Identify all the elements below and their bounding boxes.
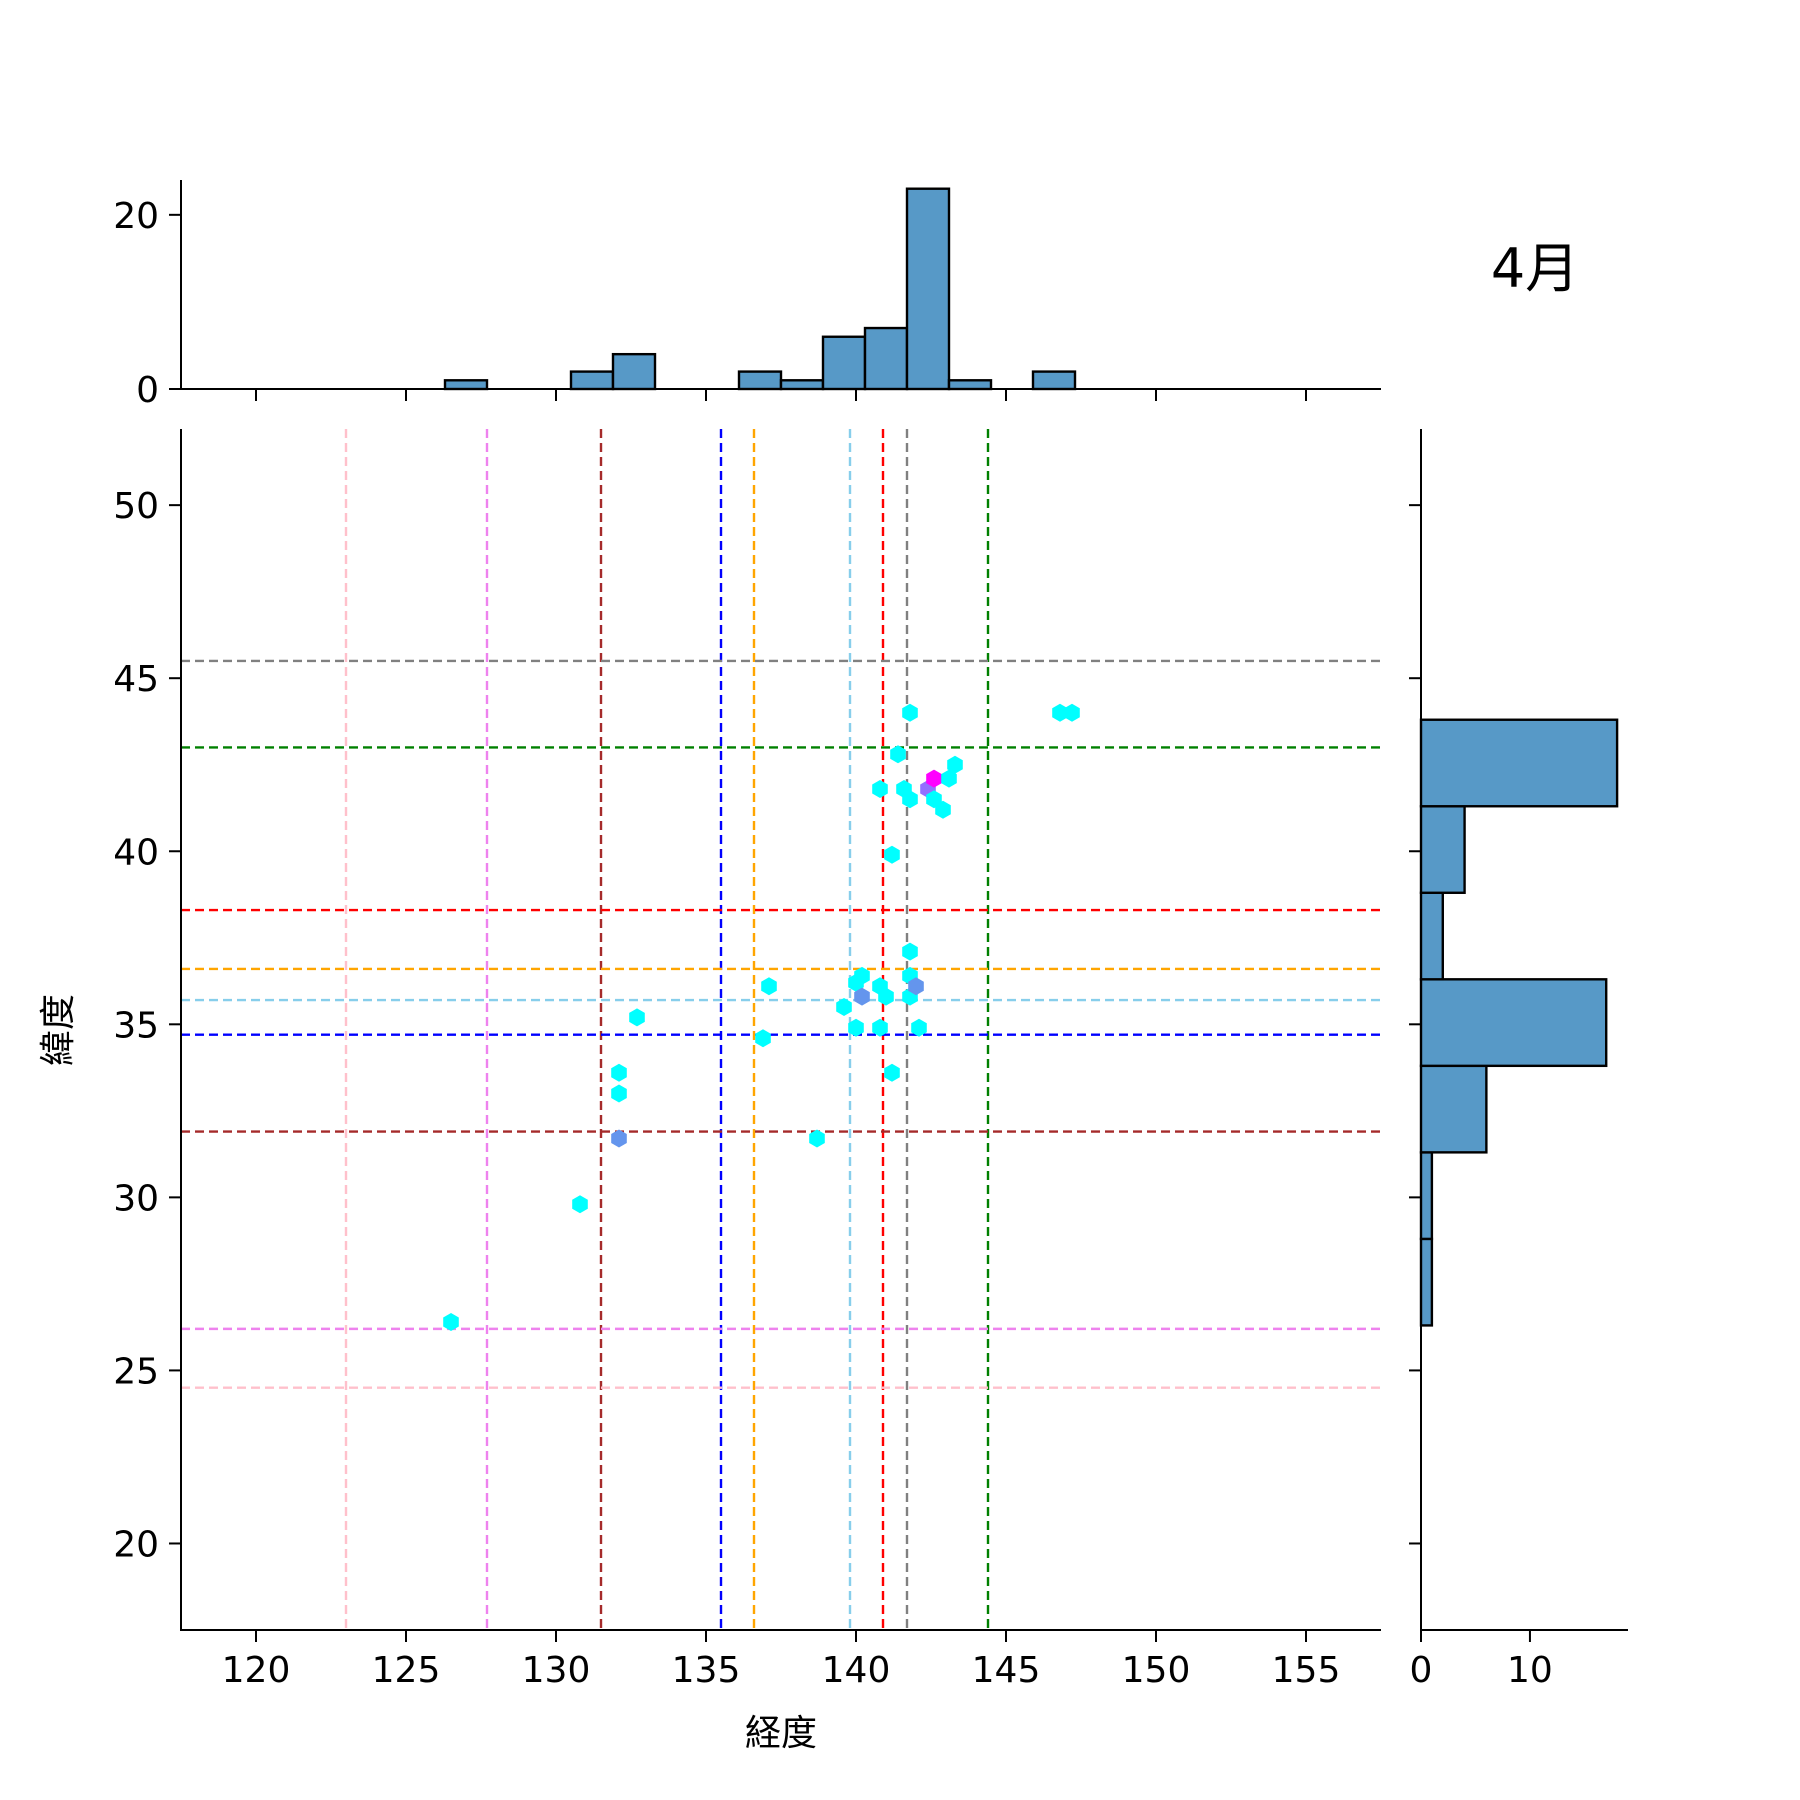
scatter-point [872,780,888,798]
scatter-point [911,1018,927,1037]
scatter-point [884,1063,900,1082]
y-tick-label: 45 [113,659,159,700]
scatter-point [572,1195,588,1214]
vertical-reference-lines [344,429,990,1630]
scatter-point [761,977,777,996]
x-tick-label: 155 [1272,1650,1341,1691]
scatter-point [836,998,852,1016]
x-tick-label: 125 [372,1650,441,1691]
top-histogram-bar [1031,370,1077,391]
scatter-point [902,790,918,809]
right-histogram-bar [1419,1151,1434,1241]
right-histogram-bar [1419,978,1608,1068]
scatter-point [443,1313,459,1331]
scatter-point [848,1018,864,1037]
scatter-points [443,703,1080,1331]
right-histogram-x-tick-label: 10 [1507,1650,1553,1691]
top-histogram-y-tick-label: 0 [136,370,159,411]
scatter-point [629,1008,645,1027]
scatter-point [884,845,900,864]
scatter-point [1064,703,1080,722]
main-x-axis: 120 125 130 135 140 145 150 155 [222,1630,1341,1691]
chart-title: 4月 [1491,237,1579,300]
top-histogram-bar [737,370,783,391]
right-histogram-x-tick-label: 0 [1410,1650,1433,1691]
top-histogram-bar [905,187,951,391]
right-histogram-bar [1419,1064,1488,1154]
x-tick-label: 120 [222,1650,291,1691]
scatter-point [854,987,870,1006]
scatter-point [902,703,918,722]
scatter-point [935,800,951,819]
scatter-point [1052,703,1068,722]
y-tick-label: 40 [113,832,159,873]
top-histogram-spines [180,180,1381,390]
top-histogram-x-ticks [255,389,1307,401]
right-histogram-bar [1419,718,1619,808]
right-histogram-bars [1419,718,1619,1327]
scatter-point [755,1029,771,1048]
scatter-point [872,1018,888,1037]
scatter-point [611,1063,627,1082]
top-histogram-bar [821,335,867,391]
scatter-point [947,755,963,774]
main-y-axis: 20 25 30 35 40 45 50 [113,486,181,1565]
x-tick-label: 130 [522,1650,591,1691]
top-histogram-bar [443,379,489,391]
right-histogram-bar [1419,1237,1434,1327]
y-tick-label: 30 [113,1178,159,1219]
main-scatter-panel: 120 125 130 135 140 145 150 155 20253035404550 … [38,429,1381,1754]
scatter-point [854,966,870,985]
scatter-point [878,987,894,1006]
x-axis-title: 経度 [745,1713,817,1754]
top-histogram-bar [569,370,615,391]
y-tick-label: 50 [113,486,159,527]
horizontal-reference-lines [181,659,1381,1389]
top-histogram-bar [947,379,993,391]
scatter-point [908,977,924,996]
y-tick-label: 35 [113,1005,159,1046]
y-axis-title: 緯度 [38,994,79,1066]
main-plot-spines [180,429,1381,1631]
top-histogram-bar [863,326,909,391]
x-tick-label: 140 [822,1650,891,1691]
top-histogram-y-tick-label: 20 [113,196,159,237]
scatter-point [611,1084,627,1103]
y-tick-label: 20 [113,1524,159,1565]
scatter-point [611,1129,627,1148]
scatter-point [941,769,957,788]
right-marginal-histogram: 0 10 [1409,429,1628,1691]
top-histogram-bars [443,187,1077,391]
y-tick-label: 25 [113,1351,159,1392]
scatter-point [926,769,942,788]
x-tick-label: 145 [972,1650,1041,1691]
top-histogram-y-axis: 0 20 [113,196,181,411]
right-histogram-bar [1419,805,1466,894]
scatter-point [902,942,918,961]
top-marginal-histogram: 0 20 [113,180,1381,411]
right-histogram-spines [1420,429,1628,1631]
scatter-point [890,745,906,764]
right-histogram-bar [1419,891,1444,981]
x-tick-label: 135 [672,1650,741,1691]
right-histogram-y-ticks [1409,504,1421,1545]
top-histogram-bar [779,379,825,391]
top-histogram-bar [611,352,657,391]
scatter-point [809,1129,825,1148]
x-tick-label: 150 [1122,1650,1191,1691]
right-histogram-x-axis: 0 10 [1410,1630,1553,1691]
